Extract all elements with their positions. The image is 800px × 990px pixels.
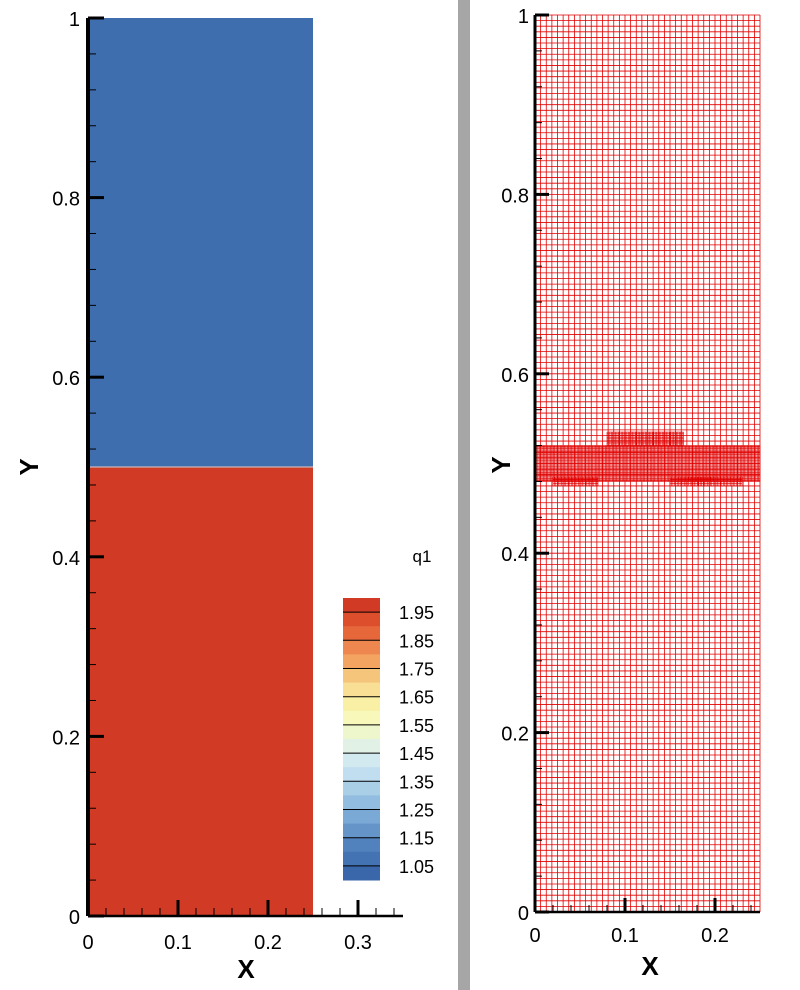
- legend-label-8: 1.15: [399, 829, 434, 849]
- y-tick-label-4: 0.8: [501, 185, 529, 207]
- legend-swatch-17: [343, 837, 380, 853]
- y-tick-label-1: 0.2: [501, 724, 529, 746]
- legend-label-3: 1.65: [399, 688, 434, 708]
- y-tick-label-0: 0: [69, 907, 80, 929]
- legend-swatch-0: [343, 598, 380, 613]
- legend-swatch-13: [343, 781, 380, 796]
- y-tick-label-2: 0.4: [501, 544, 529, 566]
- legend-swatch-7: [343, 696, 380, 712]
- legend-swatch-8: [343, 710, 380, 726]
- legend-swatch-15: [343, 809, 380, 825]
- legend-label-9: 1.05: [399, 857, 434, 877]
- y-tick-label-5: 1: [518, 6, 529, 28]
- y-tick-label-0: 0: [518, 903, 529, 925]
- legend-label-0: 1.95: [399, 603, 434, 623]
- contour-region-1: [88, 18, 313, 467]
- x-tick-label-3: 0.3: [344, 932, 372, 954]
- legend-swatch-3: [343, 640, 380, 655]
- legend-label-4: 1.55: [399, 716, 434, 736]
- contour-region-0: [88, 467, 313, 916]
- legend-swatch-5: [343, 668, 380, 684]
- x-axis-title: X: [641, 951, 659, 981]
- legend-swatch-14: [343, 795, 380, 810]
- y-axis-title: Y: [486, 456, 516, 473]
- mesh-refined-band-3: [669, 476, 743, 487]
- y-axis-title: Y: [14, 458, 44, 475]
- legend-swatch-10: [343, 739, 380, 754]
- legend-label-1: 1.85: [399, 631, 434, 651]
- mesh-refined-band-1: [606, 431, 684, 446]
- legend-swatch-2: [343, 626, 380, 641]
- legend-swatch-11: [343, 753, 380, 768]
- legend-label-7: 1.25: [399, 801, 434, 821]
- y-tick-label-3: 0.6: [52, 368, 80, 390]
- mesh-refined-band-2: [552, 476, 599, 487]
- legend-swatch-16: [343, 823, 380, 839]
- legend-swatch-4: [343, 654, 380, 669]
- y-tick-label-4: 0.8: [52, 189, 80, 211]
- x-tick-label-2: 0.2: [254, 932, 282, 954]
- y-tick-label-1: 0.2: [52, 727, 80, 749]
- x-tick-label-1: 0.1: [164, 932, 192, 954]
- x-axis-title: X: [237, 954, 255, 984]
- legend-title: q1: [413, 547, 432, 566]
- legend-swatch-6: [343, 682, 380, 698]
- right-plot-panel: 0 0.2 0.4 0.6 0.8 1 0 0.1 0.2 X Y: [470, 0, 800, 990]
- legend-swatch-12: [343, 767, 380, 782]
- mesh-refined-band-0: [534, 445, 761, 482]
- x-tick-label-1: 0.1: [611, 925, 639, 947]
- q1-contour-plot: 0 0.2 0.4 0.6 0.8 1 0 0.1 0.2 0.3 X Yq1 1.95 1.85 1.75…: [14, 9, 434, 984]
- y-tick-label-3: 0.6: [501, 365, 529, 387]
- y-tick-label-2: 0.4: [52, 548, 80, 570]
- legend-swatch-18: [343, 851, 380, 867]
- legend-label-6: 1.35: [399, 772, 434, 792]
- legend-swatch-9: [343, 724, 380, 740]
- y-tick-label-5: 1: [69, 9, 80, 31]
- x-tick-label-2: 0.2: [701, 925, 729, 947]
- legend-swatch-19: [343, 865, 380, 881]
- legend-label-5: 1.45: [399, 744, 434, 764]
- x-tick-label-0: 0: [82, 932, 93, 954]
- legend-label-2: 1.75: [399, 660, 434, 680]
- legend-swatch-1: [343, 612, 380, 627]
- mesh-grid-plot: 0 0.2 0.4 0.6 0.8 1 0 0.1 0.2 X Y: [486, 6, 761, 981]
- x-tick-label-0: 0: [529, 925, 540, 947]
